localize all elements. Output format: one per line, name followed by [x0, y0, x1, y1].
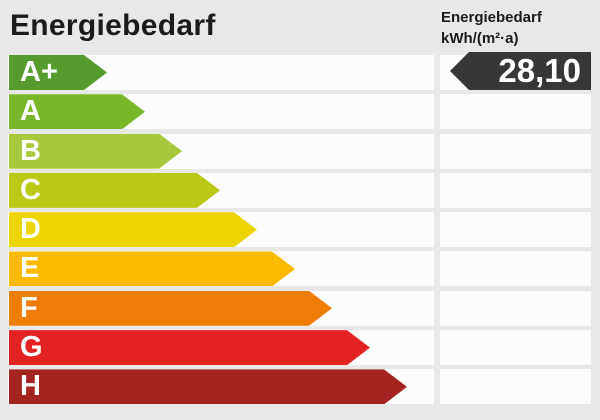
rating-arrow-A+: A+ [9, 55, 107, 90]
row-track: E [8, 251, 434, 287]
row-value-cell [440, 251, 591, 287]
rating-row-B: B [8, 133, 591, 169]
row-track: H [8, 369, 434, 405]
row-value-cell [440, 330, 591, 366]
rating-row-H: H [8, 369, 591, 405]
row-track: A [8, 94, 434, 130]
rating-row-A: A [8, 94, 591, 130]
row-value-cell [440, 290, 591, 326]
rating-letter: B [20, 134, 41, 167]
rating-arrow-G: G [9, 330, 370, 365]
row-value-cell [440, 133, 591, 169]
value-badge-text: 28,10 [498, 52, 581, 89]
row-track: F [8, 290, 434, 326]
rating-arrow-H: H [9, 369, 407, 404]
rating-row-F: F [8, 290, 591, 326]
rating-arrow-E: E [9, 251, 295, 286]
row-value-cell [440, 94, 591, 130]
rating-letter: D [20, 213, 41, 246]
rating-letter: G [20, 331, 43, 364]
rating-letter: E [20, 252, 40, 285]
row-track: G [8, 330, 434, 366]
unit-header: Energiebedarf kWh/(m²·a) [441, 7, 542, 49]
rating-letter: F [20, 291, 38, 324]
rating-arrow-D: D [9, 212, 257, 247]
row-value-cell [440, 172, 591, 208]
row-value-cell [440, 369, 591, 405]
rating-letter: C [20, 173, 41, 206]
row-track: B [8, 133, 434, 169]
rating-letter: A [20, 95, 41, 128]
unit-header-label: Energiebedarf [441, 9, 542, 26]
rating-arrow-A: A [9, 94, 145, 129]
page-title: Energiebedarf [10, 9, 216, 42]
rating-arrow-B: B [9, 134, 182, 169]
rating-row-C: C [8, 172, 591, 208]
rating-row-E: E [8, 251, 591, 287]
row-track: D [8, 212, 434, 248]
row-track: C [8, 172, 434, 208]
rating-row-D: D [8, 212, 591, 248]
row-value-cell [440, 212, 591, 248]
energy-rating-scale: A+ A B C D E F G H [8, 55, 591, 405]
row-track: A+ [8, 55, 434, 90]
rating-letter: H [20, 370, 41, 403]
rating-arrow-C: C [9, 173, 220, 208]
rating-letter: A+ [20, 56, 58, 88]
rating-arrow-F: F [9, 291, 332, 326]
unit-header-unit: kWh/(m²·a) [441, 30, 519, 47]
rating-row-G: G [8, 330, 591, 366]
value-badge: 28,10 [450, 52, 591, 90]
